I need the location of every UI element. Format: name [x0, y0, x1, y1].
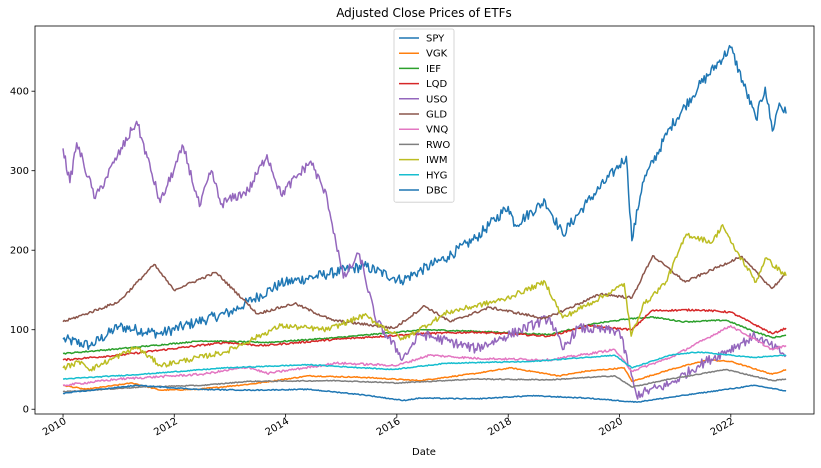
- series-line-spy: [62, 44, 787, 350]
- series-line-vgk: [62, 358, 787, 392]
- y-tick-label: 400: [10, 87, 29, 98]
- x-tick-label: 2012: [152, 416, 180, 438]
- x-tick-label: 2016: [375, 416, 403, 438]
- legend-label-dbc: DBC: [426, 186, 447, 197]
- legend-label-vgk: VGK: [426, 49, 448, 60]
- legend-label-iwm: IWM: [426, 155, 447, 166]
- chart-title: Adjusted Close Prices of ETFs: [336, 6, 512, 20]
- legend-label-gld: GLD: [426, 110, 447, 121]
- legend-label-hyg: HYG: [426, 170, 447, 181]
- x-tick-label: 2022: [709, 416, 737, 438]
- series-line-gld: [62, 255, 787, 330]
- series-line-hyg: [63, 351, 787, 380]
- series-line-vnq: [62, 324, 787, 387]
- y-tick-label: 100: [10, 325, 29, 336]
- plot-frame: [34, 25, 815, 415]
- legend-label-rwo: RWO: [426, 140, 450, 151]
- series-line-dbc: [62, 384, 787, 403]
- legend-label-ief: IEF: [426, 64, 441, 75]
- series-line-rwo: [62, 368, 787, 393]
- series-line-iwm: [62, 224, 787, 372]
- y-tick-label: 300: [10, 166, 29, 177]
- x-axis-label: Date: [412, 447, 436, 458]
- legend-label-uso: USO: [426, 94, 448, 105]
- x-tick-label: 2020: [597, 416, 625, 438]
- y-tick-label: 200: [10, 246, 29, 257]
- series-line-ief: [62, 315, 787, 355]
- x-tick-label: 2014: [264, 416, 292, 438]
- legend-label-lqd: LQD: [426, 79, 447, 90]
- series-line-uso: [62, 120, 787, 400]
- y-tick-label: 0: [23, 405, 29, 416]
- x-tick-label: 2010: [41, 416, 69, 438]
- legend-label-vnq: VNQ: [426, 125, 448, 136]
- x-tick-label: 2018: [486, 416, 514, 438]
- legend-label-spy: SPY: [426, 34, 445, 45]
